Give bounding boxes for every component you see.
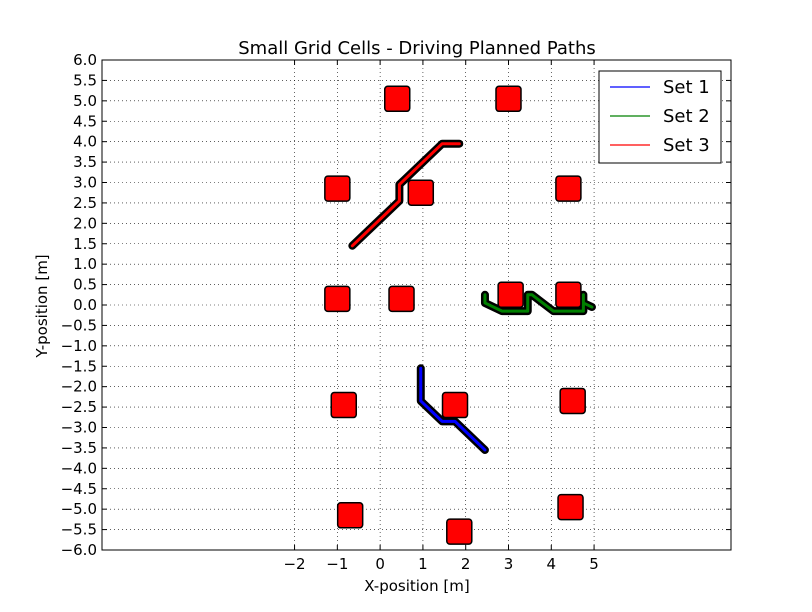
obstacle-marker <box>388 285 415 313</box>
x-tick-label: −1 <box>326 555 348 573</box>
y-tick-label: −3.5 <box>61 439 97 457</box>
x-tick-label: 4 <box>547 555 557 573</box>
obstacles <box>324 85 586 545</box>
obstacle-marker <box>495 85 522 113</box>
series-path <box>483 293 594 313</box>
x-tick-label: 5 <box>589 555 599 573</box>
y-tick-label: −5.5 <box>61 521 97 539</box>
obstacle-marker <box>383 85 411 113</box>
obstacle-marker <box>555 281 582 309</box>
ticks: −2 −1 0 1 2 3 4 5 6.0 5.5 5.0 4.5 4.0 3.5 3.0 2.5 2.0 1.5… <box>61 51 731 573</box>
x-tick-label: 3 <box>504 555 514 573</box>
obstacle-marker <box>497 281 524 309</box>
x-tick-label: −2 <box>283 555 305 573</box>
y-tick-label: 2.5 <box>73 194 97 212</box>
y-tick-label: −2.5 <box>61 398 97 416</box>
y-tick-label: −5.0 <box>61 500 97 518</box>
y-tick-label: −1.0 <box>61 337 97 355</box>
legend-label: Set 1 <box>663 77 710 98</box>
x-tick-label: 1 <box>418 555 428 573</box>
x-tick-label: 0 <box>375 555 385 573</box>
y-tick-label: 3.5 <box>73 153 97 171</box>
y-tick-label: −2.0 <box>61 378 97 396</box>
series-paths <box>348 139 596 454</box>
obstacle-marker <box>441 391 469 419</box>
y-tick-label: 5.0 <box>73 92 97 110</box>
obstacle-marker <box>324 175 351 202</box>
x-tick-label: 2 <box>461 555 471 573</box>
y-tick-label: −1.5 <box>61 357 97 375</box>
series-path <box>419 366 487 452</box>
legend-label: Set 2 <box>663 106 710 127</box>
y-tick-label: 1.0 <box>73 255 97 273</box>
y-tick-label: −6.0 <box>61 541 97 559</box>
obstacle-marker <box>407 179 435 206</box>
y-tick-label: 4.5 <box>73 112 97 130</box>
obstacle-marker <box>330 391 358 419</box>
obstacle-marker <box>324 285 351 313</box>
legend: Set 1 Set 2 Set 3 <box>598 70 722 164</box>
obstacle-marker <box>336 502 364 529</box>
y-tick-label: 6.0 <box>73 51 97 69</box>
y-tick-label: −4.5 <box>61 480 97 498</box>
y-tick-label: 5.5 <box>73 71 97 89</box>
legend-box <box>598 70 722 164</box>
y-axis-label: Y-position [m] <box>33 254 51 358</box>
obstacle-marker <box>559 387 586 415</box>
obstacle-marker <box>555 175 582 202</box>
y-tick-label: 1.5 <box>73 235 97 253</box>
y-tick-label: −4.0 <box>61 459 97 477</box>
chart-title: Small Grid Cells - Driving Planned Paths <box>238 38 596 59</box>
y-tick-label: 0.0 <box>73 296 97 314</box>
y-tick-label: 2.0 <box>73 214 97 232</box>
y-tick-label: 4.0 <box>73 133 97 151</box>
x-axis-label: X-position [m] <box>364 577 469 595</box>
legend-label: Set 3 <box>663 135 710 156</box>
y-tick-label: 0.5 <box>73 276 97 294</box>
y-tick-label: 3.0 <box>73 174 97 192</box>
series-path <box>350 142 461 248</box>
y-tick-label: −3.0 <box>61 419 97 437</box>
obstacle-marker <box>446 518 473 545</box>
obstacle-marker <box>557 493 584 521</box>
y-tick-label: −0.5 <box>61 316 97 334</box>
